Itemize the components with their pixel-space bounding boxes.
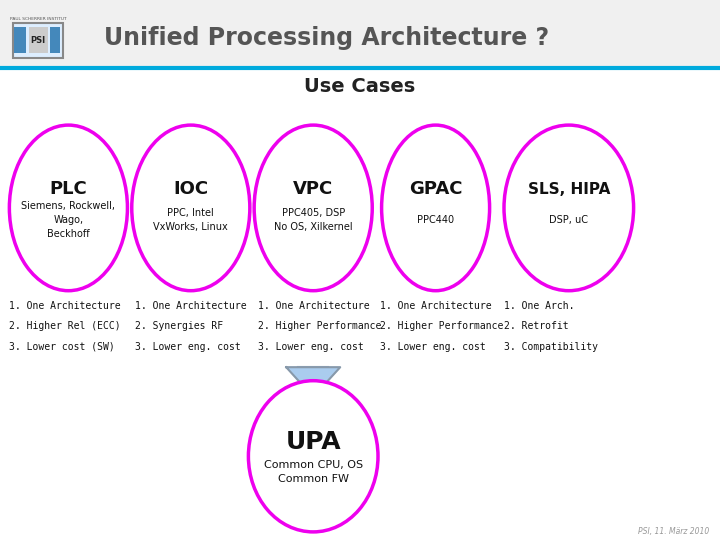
Ellipse shape [9, 125, 127, 291]
Text: 2. Retrofit: 2. Retrofit [504, 321, 569, 332]
Text: 1. One Architecture: 1. One Architecture [135, 301, 247, 311]
Text: 1. One Architecture: 1. One Architecture [258, 301, 369, 311]
Text: DSP, uC: DSP, uC [549, 215, 588, 225]
Text: IOC: IOC [174, 180, 208, 198]
Text: PPC440: PPC440 [417, 215, 454, 225]
FancyBboxPatch shape [29, 27, 48, 53]
Text: Siemens, Rockwell,
Wago,
Beckhoff: Siemens, Rockwell, Wago, Beckhoff [22, 201, 115, 239]
Text: VPC: VPC [293, 180, 333, 198]
Text: 3. Lower cost (SW): 3. Lower cost (SW) [9, 342, 114, 352]
Text: PPC405, DSP
No OS, Xilkernel: PPC405, DSP No OS, Xilkernel [274, 208, 353, 232]
Text: PPC, Intel
VxWorks, Linux: PPC, Intel VxWorks, Linux [153, 208, 228, 232]
FancyBboxPatch shape [50, 27, 60, 53]
Text: 2. Higher Performance: 2. Higher Performance [380, 321, 503, 332]
Text: 2. Synergies RF: 2. Synergies RF [135, 321, 223, 332]
Text: PSI, 11. März 2010: PSI, 11. März 2010 [638, 526, 709, 536]
Text: PLC: PLC [50, 180, 87, 198]
Ellipse shape [248, 381, 378, 532]
Text: 2. Higher Performance: 2. Higher Performance [258, 321, 381, 332]
Text: 3. Lower eng. cost: 3. Lower eng. cost [135, 342, 241, 352]
Text: PSI: PSI [30, 36, 46, 45]
FancyBboxPatch shape [13, 23, 63, 58]
FancyBboxPatch shape [298, 367, 328, 373]
Text: 3. Lower eng. cost: 3. Lower eng. cost [380, 342, 486, 352]
Text: Common CPU, OS
Common FW: Common CPU, OS Common FW [264, 460, 363, 484]
Text: Use Cases: Use Cases [305, 77, 415, 96]
Ellipse shape [382, 125, 490, 291]
Text: Unified Processing Architecture ?: Unified Processing Architecture ? [104, 26, 549, 50]
Text: 2. Higher Rel (ECC): 2. Higher Rel (ECC) [9, 321, 120, 332]
Polygon shape [287, 367, 340, 397]
FancyBboxPatch shape [0, 0, 720, 68]
Text: GPAC: GPAC [409, 180, 462, 198]
Ellipse shape [132, 125, 250, 291]
Text: 1. One Architecture: 1. One Architecture [9, 301, 120, 311]
Ellipse shape [504, 125, 634, 291]
FancyBboxPatch shape [14, 27, 26, 53]
Text: UPA: UPA [285, 430, 341, 454]
Text: 1. One Architecture: 1. One Architecture [380, 301, 492, 311]
Text: 3. Compatibility: 3. Compatibility [504, 342, 598, 352]
Text: SLS, HIPA: SLS, HIPA [528, 182, 610, 197]
Text: 3. Lower eng. cost: 3. Lower eng. cost [258, 342, 364, 352]
Text: PAUL SCHERRER INSTITUT: PAUL SCHERRER INSTITUT [10, 17, 66, 21]
Text: 1. One Arch.: 1. One Arch. [504, 301, 575, 311]
Ellipse shape [254, 125, 372, 291]
